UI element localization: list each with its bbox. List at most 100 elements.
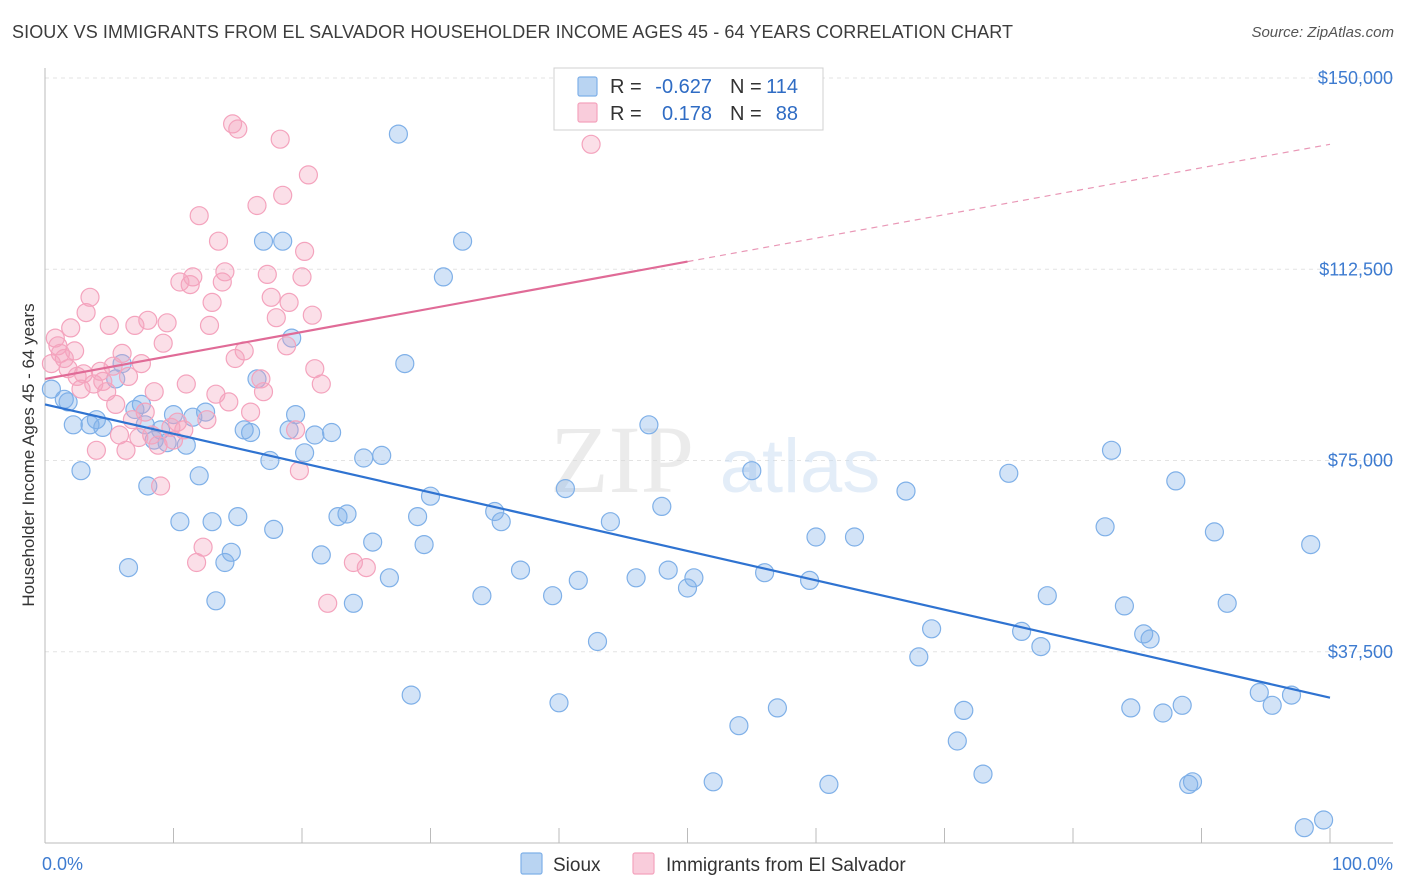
sioux-point-34 (264, 519, 284, 540)
sioux-point-103 (1182, 772, 1203, 792)
sioux-point-93 (1095, 517, 1115, 537)
el-salvador-point-28 (131, 354, 151, 374)
el-salvador-point-76 (302, 305, 322, 325)
el-salvador-point-23 (116, 440, 136, 460)
sioux-point-10 (118, 557, 139, 578)
el-salvador-point-16 (93, 371, 113, 391)
series-legend: Sioux Immigrants from El Salvador (520, 852, 906, 876)
sioux-point-109 (1294, 818, 1314, 838)
sioux-point-82 (844, 527, 865, 547)
el-salvador-point-4 (54, 348, 74, 369)
sioux-point-72 (677, 578, 698, 598)
el-salvador-point-66 (266, 308, 286, 328)
sioux-point-26 (215, 552, 235, 573)
sioux-point-91 (1031, 636, 1051, 657)
sioux-point-22 (189, 466, 209, 486)
sioux-point-41 (311, 545, 331, 565)
watermark: ZIP atlas (550, 406, 880, 513)
sioux-point-4 (71, 461, 91, 481)
el-salvador-point-39 (167, 412, 187, 432)
sioux-point-88 (973, 764, 993, 784)
el-salvador-point-81 (356, 557, 376, 578)
sioux-point-42 (322, 422, 342, 443)
sioux-point-87 (954, 700, 974, 721)
sioux-point-111 (1313, 810, 1334, 830)
el-salvador-point-43 (180, 275, 200, 295)
el-salvador-point-61 (247, 195, 267, 216)
legend-r-value-sioux: -0.627 (655, 76, 712, 98)
legend-n-label-el-salvador: N = (730, 103, 762, 125)
y-tick-label-1: $75,000 (1328, 451, 1393, 471)
source-attribution: Source: ZipAtlas.com (1251, 24, 1394, 41)
sioux-point-96 (1121, 698, 1141, 718)
sioux-point-27 (221, 542, 241, 562)
chart-title: SIOUX VS IMMIGRANTS FROM EL SALVADOR HOU… (12, 22, 1014, 42)
legend-swatch-el-salvador (577, 102, 598, 123)
sioux-point-52 (401, 685, 421, 705)
sioux-point-19 (170, 512, 190, 532)
el-salvador-point-7 (64, 341, 85, 361)
el-salvador-point-48 (197, 410, 217, 430)
trend-line-1-dashed (687, 143, 1331, 263)
sioux-point-69 (639, 415, 659, 435)
el-salvador-point-32 (144, 382, 164, 402)
y-axis-label: Householder Income Ages 45 - 64 years (19, 303, 38, 606)
sioux-point-7 (93, 417, 113, 437)
sioux-point-95 (1114, 596, 1135, 616)
el-salvador-point-67 (270, 129, 290, 149)
watermark-atlas: atlas (720, 424, 881, 509)
el-salvador-point-58 (228, 119, 248, 139)
watermark-zip: ZIP (550, 406, 694, 513)
trend-line-0 (44, 403, 1331, 699)
sioux-point-92 (1037, 586, 1057, 606)
el-salvador-point-69 (277, 336, 297, 356)
y-tick-label-2: $112,500 (1319, 259, 1393, 279)
el-salvador-point-49 (199, 315, 220, 335)
sioux-point-100 (1166, 471, 1186, 491)
el-salvador-point-75 (298, 165, 318, 185)
el-salvador-point-42 (176, 374, 196, 394)
trend-line-1-solid (44, 260, 688, 380)
sioux-point-101 (1172, 695, 1192, 715)
el-salvador-point-35 (153, 333, 173, 353)
sioux-point-97 (1134, 624, 1154, 644)
sioux-point-70 (652, 496, 672, 516)
sioux-point-89 (999, 463, 1019, 483)
sioux-point-86 (947, 731, 967, 751)
el-salvador-point-20 (106, 394, 126, 414)
sioux-point-94 (1101, 440, 1122, 460)
trend-lines (44, 143, 1331, 699)
sioux-point-48 (372, 445, 392, 465)
sioux-point-98 (1140, 629, 1160, 649)
sioux-point-53 (408, 506, 428, 527)
el-salvador-point-47 (193, 537, 213, 557)
sioux-point-25 (206, 591, 226, 611)
correlation-legend: R = -0.627 N = 114 R = 0.178 N = 88 (553, 67, 824, 131)
sioux-point-3 (63, 415, 83, 435)
el-salvador-point-70 (279, 292, 299, 312)
el-salvador-point-44 (183, 267, 203, 287)
sioux-point-105 (1217, 593, 1237, 613)
el-salvador-point-18 (99, 315, 119, 335)
legend-n-label-sioux: N = (730, 76, 762, 98)
sioux-point-24 (202, 512, 222, 532)
sioux-point-84 (909, 647, 929, 667)
el-salvador-point-30 (138, 310, 158, 330)
bottom-legend-swatch-el-salvador (632, 852, 655, 875)
sioux-point-63 (549, 693, 569, 713)
el-salvador-point-78 (311, 374, 331, 394)
legend-n-value-sioux: 114 (766, 76, 798, 98)
legend-swatch-sioux (577, 76, 598, 97)
y-tick-label-0: $37,500 (1328, 642, 1393, 662)
el-salvador-point-63 (253, 382, 274, 402)
sioux-point-104 (1204, 522, 1225, 542)
sioux-point-76 (742, 461, 762, 481)
el-salvador-point-82 (581, 134, 601, 154)
sioux-point-106 (1249, 682, 1269, 703)
sioux-point-57 (453, 231, 473, 251)
el-salvador-point-74 (295, 241, 315, 261)
el-salvador-point-46 (189, 206, 209, 226)
sioux-point-54 (414, 534, 434, 555)
el-salvador-point-14 (86, 440, 107, 460)
el-salvador-point-33 (148, 435, 168, 455)
